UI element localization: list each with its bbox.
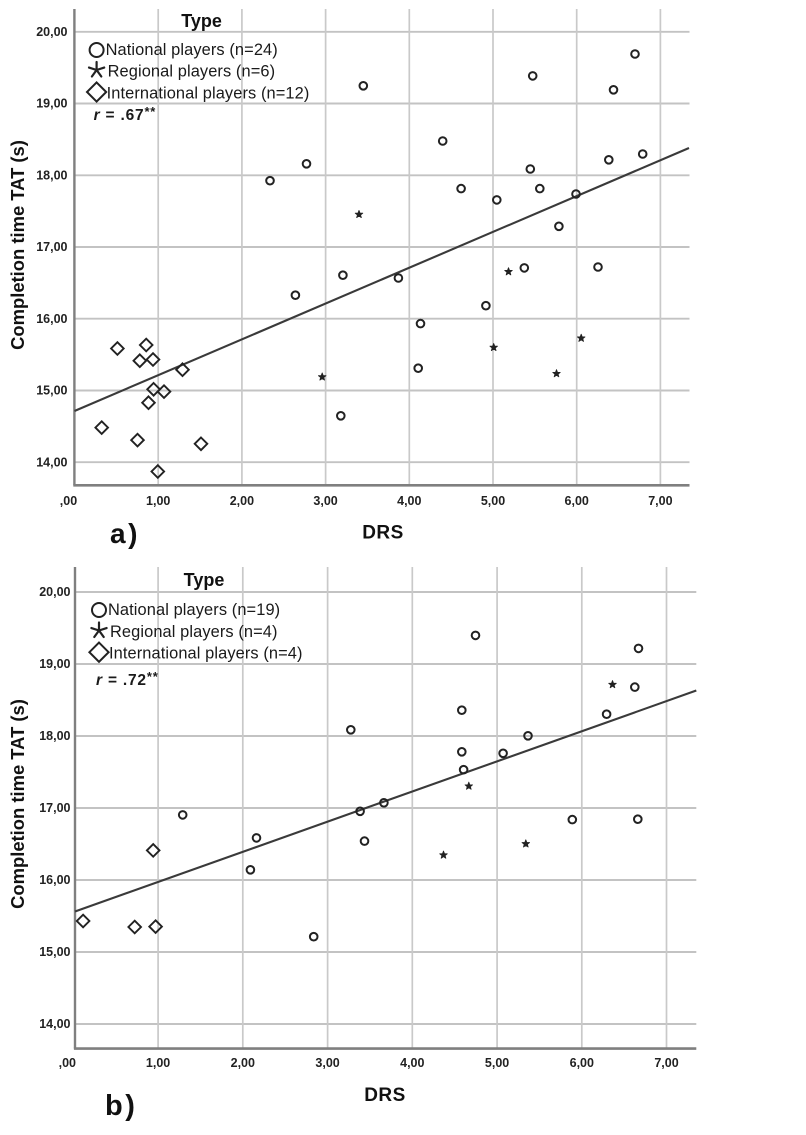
- svg-text:DRS: DRS: [364, 1085, 406, 1106]
- svg-text:18,00: 18,00: [39, 729, 70, 743]
- svg-text:17,00: 17,00: [36, 240, 67, 254]
- svg-text:20,00: 20,00: [36, 25, 67, 39]
- svg-text:Completion time TAT (s): Completion time TAT (s): [7, 140, 28, 350]
- svg-text:r = .72**: r = .72**: [96, 669, 159, 689]
- svg-text:2,00: 2,00: [230, 494, 254, 508]
- svg-text:3,00: 3,00: [315, 1056, 339, 1070]
- svg-text:15,00: 15,00: [39, 945, 70, 959]
- svg-text:,00: ,00: [60, 494, 77, 508]
- svg-text:r = .67**: r = .67**: [94, 104, 157, 124]
- svg-text:International players (n=4): International players (n=4): [109, 645, 303, 663]
- svg-text:1,00: 1,00: [146, 1056, 170, 1070]
- svg-text:17,00: 17,00: [39, 801, 70, 815]
- svg-text:,00: ,00: [59, 1056, 76, 1070]
- svg-text:Regional players (n=6): Regional players (n=6): [108, 63, 276, 81]
- svg-text:National players (n=24): National players (n=24): [106, 41, 278, 59]
- svg-text:2,00: 2,00: [231, 1056, 255, 1070]
- svg-text:14,00: 14,00: [39, 1017, 70, 1031]
- svg-text:15,00: 15,00: [36, 384, 67, 398]
- svg-text:19,00: 19,00: [36, 97, 67, 111]
- svg-text:Type: Type: [181, 11, 222, 31]
- svg-text:16,00: 16,00: [39, 873, 70, 887]
- svg-text:3,00: 3,00: [313, 494, 337, 508]
- svg-text:1,00: 1,00: [146, 494, 170, 508]
- svg-text:5,00: 5,00: [481, 494, 505, 508]
- svg-text:International players (n=12): International players (n=12): [107, 85, 310, 103]
- svg-text:a): a): [110, 518, 140, 549]
- svg-text:20,00: 20,00: [39, 585, 70, 599]
- svg-text:Type: Type: [184, 570, 225, 590]
- svg-text:19,00: 19,00: [39, 657, 70, 671]
- svg-text:6,00: 6,00: [565, 494, 589, 508]
- svg-text:Regional players (n=4): Regional players (n=4): [110, 623, 278, 641]
- svg-text:16,00: 16,00: [36, 312, 67, 326]
- svg-text:4,00: 4,00: [400, 1056, 424, 1070]
- svg-text:4,00: 4,00: [397, 494, 421, 508]
- svg-text:18,00: 18,00: [36, 169, 67, 183]
- svg-text:6,00: 6,00: [570, 1056, 594, 1070]
- svg-text:DRS: DRS: [362, 523, 404, 544]
- svg-text:b): b): [105, 1090, 137, 1122]
- svg-text:7,00: 7,00: [654, 1056, 678, 1070]
- svg-text:Completion time TAT (s): Completion time TAT (s): [7, 699, 28, 909]
- svg-text:14,00: 14,00: [36, 455, 67, 469]
- svg-text:5,00: 5,00: [485, 1056, 509, 1070]
- svg-text:7,00: 7,00: [648, 494, 672, 508]
- svg-text:National players (n=19): National players (n=19): [108, 601, 280, 619]
